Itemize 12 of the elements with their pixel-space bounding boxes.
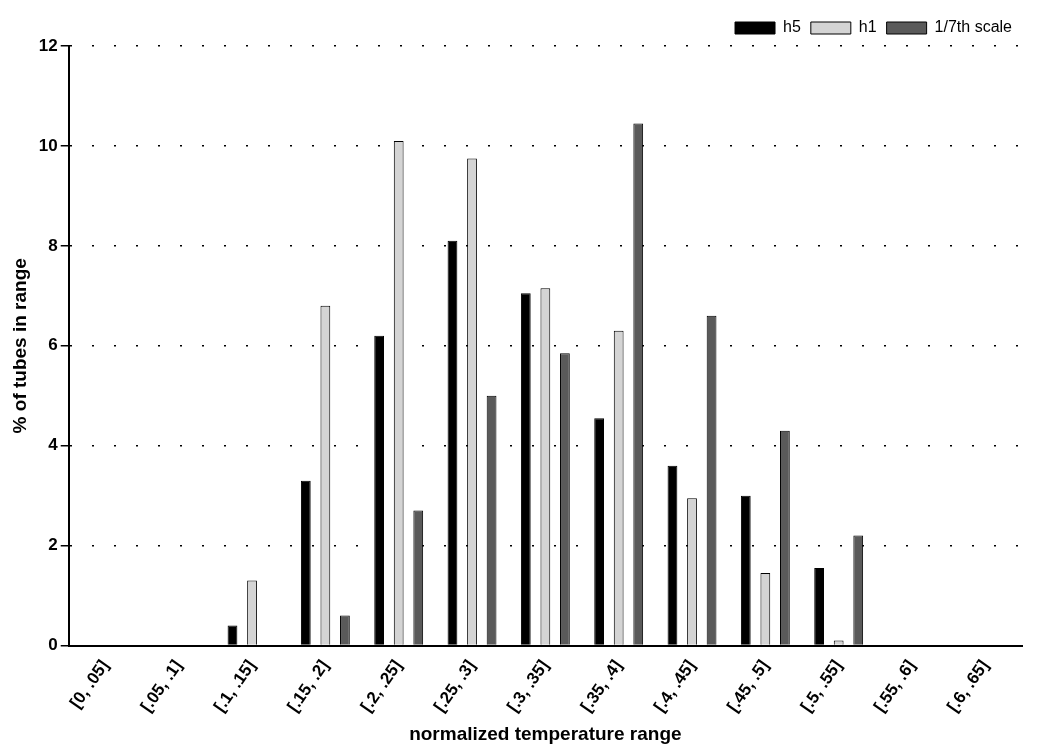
y-axis-title: % of tubes in range <box>8 258 30 434</box>
legend-label: h1 <box>858 18 877 36</box>
legend-label: 1/7th scale <box>934 18 1013 36</box>
y-tick-label: 0 <box>48 635 58 655</box>
y-tick-label: 2 <box>48 535 58 555</box>
legend-label: h5 <box>783 18 801 36</box>
y-tick-label: 10 <box>38 135 58 155</box>
y-tick-label: 6 <box>48 335 58 355</box>
y-tick-label: 4 <box>48 435 59 455</box>
y-tick-label: 12 <box>38 35 58 55</box>
x-axis-title: normalized temperature range <box>409 722 682 744</box>
y-tick-label: 8 <box>48 235 58 255</box>
